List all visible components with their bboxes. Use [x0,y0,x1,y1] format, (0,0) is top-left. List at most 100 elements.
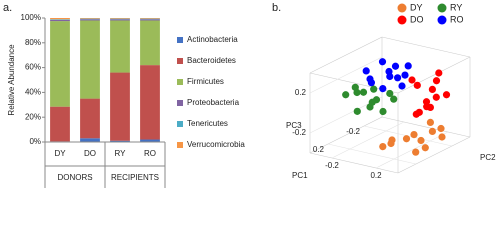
x-tick-label: -0.2 [346,127,360,136]
grid-line [327,143,417,165]
legend-marker [397,3,407,13]
legend-label: Actinobacteria [187,35,238,44]
x-tick-label: DO [84,149,96,158]
point [426,118,434,126]
point [415,108,423,116]
point [438,133,446,141]
z-axis-label: PC3 [286,121,302,130]
grid-line [375,131,449,169]
bar-segment [110,72,130,141]
bar-segment [80,138,100,142]
z-tick-label: -0.2 [292,128,306,137]
box-edge [381,116,471,138]
legend-marker [437,3,447,13]
bar-segment [140,18,160,20]
bar-segment [80,98,100,139]
point [351,83,359,91]
point [423,103,431,111]
point [379,143,387,151]
y-tick-label: 80% [25,38,41,47]
point [432,77,441,85]
y-tick-label: 0% [29,137,41,146]
point [379,107,387,116]
legend-label: DY [410,2,423,12]
point [362,67,370,75]
point [367,79,375,87]
point [428,127,436,135]
legend-swatch [177,79,183,85]
point [398,82,406,90]
bar-segment [50,21,70,107]
box-edge [381,36,471,58]
y-tick-label: 60% [25,63,41,72]
legend-label: Proteobacteria [187,98,240,107]
point [386,72,394,81]
point [359,88,368,96]
point [388,136,396,144]
box-edge [397,136,471,174]
point [391,62,400,70]
legend-swatch [177,142,183,148]
legend-label: RY [450,2,462,12]
y-tick-label: -0.2 [325,161,339,170]
point [432,93,440,101]
bar-segment [140,18,160,19]
figure: a. Relative Abundance b. PC1 PC2 PC3 0% 2… [3,2,496,188]
point [368,98,376,106]
bar-segment [140,20,160,66]
y-axis-label: PC2 [480,153,496,162]
legend-label: Firmicutes [187,77,224,86]
bar-segment [110,19,130,21]
x-axis-label: PC1 [292,171,308,180]
bar-segment [80,18,100,19]
box-edge [309,116,383,154]
x-tick-label: 0.2 [313,145,325,154]
bar-segment [80,20,100,99]
bar-segment [50,19,70,22]
legend-marker [437,15,447,25]
bar-segment [80,18,100,20]
box-edge [309,36,383,74]
legend-label: Tenericutes [187,119,228,128]
point [394,74,402,82]
point [410,131,418,139]
z-tick-label: 0.2 [295,88,307,97]
box-edge [309,152,399,174]
x-tick-label: DY [54,149,66,158]
point [390,95,398,103]
bar-segment [50,106,70,142]
point [417,136,425,145]
bar-segment [50,19,70,20]
point [412,148,420,156]
point [386,89,394,98]
x-tick-label: RO [144,149,156,158]
point [428,85,436,93]
box-edge [397,56,471,94]
bar-segment [110,20,130,73]
legend-marker [397,15,407,25]
point [353,107,361,115]
legend-label: Bacteroidetes [187,56,236,65]
point [379,85,387,93]
point [378,58,387,66]
grid-line [331,121,405,159]
bar-segment [140,139,160,142]
y-tick-label: 40% [25,88,41,97]
legend-label: DO [410,14,424,24]
legend-swatch [177,58,183,64]
y-axis-label: Relative Abundance [7,44,16,116]
group-label: RECIPIENTS [111,173,159,182]
legend-swatch [177,37,183,43]
point [442,91,451,99]
y-tick-label: 20% [25,112,41,121]
x-tick-label: RY [115,149,127,158]
point [421,144,429,152]
y-tick-label: 100% [21,13,41,22]
bar-segment [80,19,100,21]
panel-label: a. [3,2,12,14]
legend-swatch [177,100,183,106]
point [413,81,421,89]
point [404,62,412,70]
point [437,124,445,133]
legend-label: RO [450,14,464,24]
